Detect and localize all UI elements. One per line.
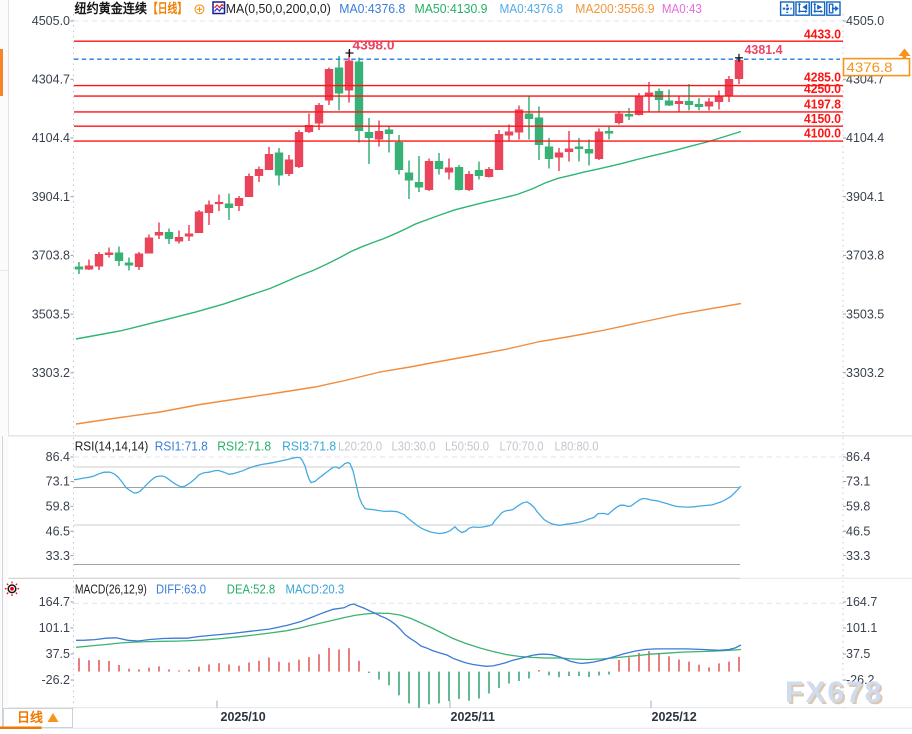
svg-text:3503.5: 3503.5 (32, 307, 70, 321)
svg-text:MA(0,50,0,200,0,0): MA(0,50,0,200,0,0) (226, 2, 331, 16)
svg-text:33.3: 33.3 (846, 549, 870, 563)
svg-text:2025/11: 2025/11 (451, 710, 496, 724)
svg-text:L80:80.0: L80:80.0 (555, 440, 599, 454)
svg-text:-26.2: -26.2 (846, 673, 875, 687)
svg-text:73.1: 73.1 (46, 475, 70, 489)
svg-text:日线: 日线 (17, 710, 43, 725)
svg-text:4376.8: 4376.8 (847, 60, 893, 75)
svg-text:4304.7: 4304.7 (32, 73, 70, 87)
svg-text:4197.8: 4197.8 (804, 98, 841, 112)
svg-text:DIFF:63.0: DIFF:63.0 (156, 583, 206, 597)
svg-text:4104.4: 4104.4 (846, 131, 884, 145)
svg-text:33.3: 33.3 (46, 549, 70, 563)
svg-text:3703.8: 3703.8 (32, 249, 70, 263)
svg-text:L50:50.0: L50:50.0 (445, 440, 489, 454)
svg-text:纽约黄金连续: 纽约黄金连续 (75, 1, 148, 16)
svg-text:FX678: FX678 (785, 676, 883, 709)
svg-text:4285.0: 4285.0 (804, 71, 841, 85)
svg-text:L30:30.0: L30:30.0 (392, 440, 436, 454)
svg-text:2025/10: 2025/10 (221, 710, 266, 724)
svg-text:164.7: 164.7 (846, 595, 877, 609)
svg-text:86.4: 86.4 (46, 450, 70, 464)
svg-text:4505.0: 4505.0 (846, 14, 884, 28)
svg-text:3904.1: 3904.1 (32, 190, 70, 204)
svg-text:RSI1:71.8: RSI1:71.8 (155, 440, 208, 454)
svg-text:3904.1: 3904.1 (846, 190, 884, 204)
svg-text:3303.2: 3303.2 (32, 366, 70, 380)
svg-text:RSI(14,14,14): RSI(14,14,14) (75, 440, 149, 454)
svg-text:3503.5: 3503.5 (846, 307, 884, 321)
svg-text:MA200:3556.9: MA200:3556.9 (575, 2, 654, 16)
svg-text:4104.4: 4104.4 (32, 131, 70, 145)
svg-text:L70:70.0: L70:70.0 (500, 440, 544, 454)
svg-text:RSI3:71.8: RSI3:71.8 (282, 440, 336, 454)
svg-text:-26.2: -26.2 (42, 673, 71, 687)
svg-text:MACD(26,12,9): MACD(26,12,9) (75, 583, 147, 597)
svg-text:RSI2:71.8: RSI2:71.8 (217, 440, 271, 454)
svg-text:MA0:43: MA0:43 (662, 2, 702, 16)
svg-text:L20:20.0: L20:20.0 (338, 440, 382, 454)
svg-text:DEA:52.8: DEA:52.8 (227, 583, 275, 597)
svg-text:4433.0: 4433.0 (804, 28, 841, 42)
svg-text:4505.0: 4505.0 (32, 14, 70, 28)
svg-text:MA50:4130.9: MA50:4130.9 (415, 2, 488, 16)
svg-text:86.4: 86.4 (846, 450, 870, 464)
svg-text:2025/12: 2025/12 (652, 710, 697, 724)
svg-text:4150.0: 4150.0 (804, 112, 841, 126)
svg-text:【日线】: 【日线】 (148, 1, 187, 16)
svg-text:59.8: 59.8 (46, 500, 70, 514)
svg-text:101.1: 101.1 (39, 621, 70, 635)
svg-text:46.5: 46.5 (846, 524, 870, 538)
svg-text:37.5: 37.5 (846, 647, 870, 661)
svg-text:46.5: 46.5 (46, 524, 70, 538)
svg-text:101.1: 101.1 (846, 621, 877, 635)
svg-text:164.7: 164.7 (39, 595, 70, 609)
svg-text:MA0:4376.8: MA0:4376.8 (500, 2, 564, 16)
svg-text:4398.0: 4398.0 (353, 39, 395, 53)
svg-text:37.5: 37.5 (46, 647, 70, 661)
svg-text:4100.0: 4100.0 (804, 127, 841, 141)
svg-text:MACD:20.3: MACD:20.3 (286, 583, 345, 597)
svg-text:4381.4: 4381.4 (745, 43, 783, 57)
svg-text:MA0:4376.8: MA0:4376.8 (339, 2, 405, 16)
svg-text:FX678: FX678 (787, 678, 885, 711)
svg-text:4250.0: 4250.0 (804, 82, 841, 96)
svg-text:3703.8: 3703.8 (846, 249, 884, 263)
svg-text:59.8: 59.8 (846, 500, 870, 514)
svg-text:3303.2: 3303.2 (846, 366, 884, 380)
svg-text:73.1: 73.1 (846, 475, 870, 489)
